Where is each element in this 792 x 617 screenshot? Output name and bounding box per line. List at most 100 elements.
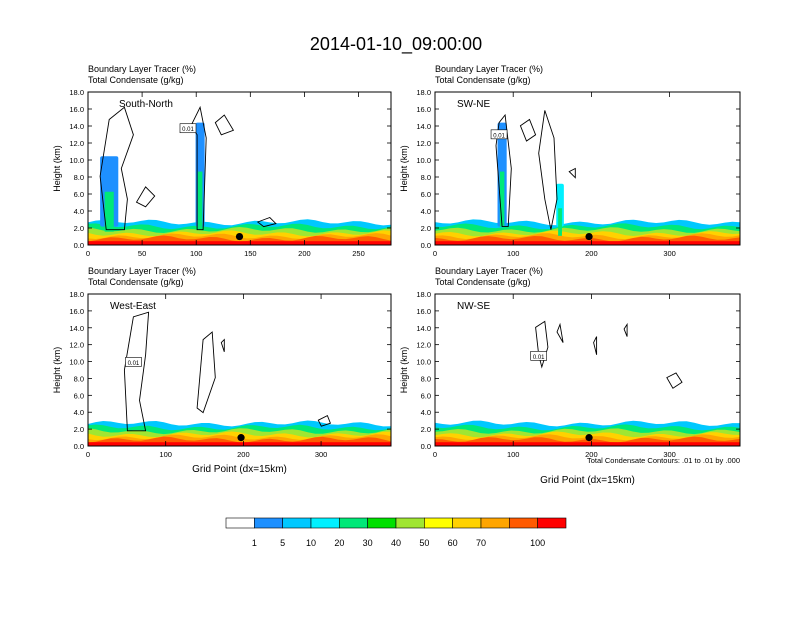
colorbar-label: 5 (280, 538, 285, 548)
y-tick-label: 2.0 (74, 224, 84, 233)
panel-frame (434, 293, 741, 447)
panel-header-tracer: Boundary Layer Tracer (%) (88, 266, 196, 276)
y-tick-label: 8.0 (74, 173, 84, 182)
panel-header-condensate: Total Condensate (g/kg) (435, 277, 531, 287)
y-tick-label: 12.0 (69, 139, 84, 148)
y-tick-label: 6.0 (421, 391, 431, 400)
contour-1 (196, 331, 216, 414)
x-tick-label: 100 (507, 450, 520, 459)
y-tick-label: 18.0 (69, 88, 84, 97)
y-tick-label: 6.0 (74, 391, 84, 400)
panel-frame (87, 91, 392, 246)
band-base (88, 442, 391, 446)
y-tick-label: 18.0 (416, 290, 431, 299)
contour-label: 0.01 (179, 123, 197, 134)
y-tick-label: 14.0 (416, 122, 431, 131)
y-tick-label: 12.0 (69, 341, 84, 350)
contour-1 (538, 110, 558, 230)
colorbar-label: 20 (334, 538, 344, 548)
boundary-layer-bands (435, 219, 740, 245)
y-tick-label: 12.0 (416, 341, 431, 350)
panel-frame (87, 293, 392, 447)
y-tick-label: 2.0 (421, 224, 431, 233)
boundary-layer-bands (88, 420, 391, 446)
y-tick-label: 0.0 (421, 442, 431, 451)
colorbar-segment (254, 517, 283, 529)
contour-label: 0.01 (530, 351, 548, 361)
contour-note: Total Condensate Contours: .01 to .01 by… (587, 456, 740, 465)
contour-0 (535, 320, 549, 369)
contour-label-text: 0.01 (182, 127, 194, 133)
contour-label-box (179, 123, 197, 134)
panel-header-condensate: Total Condensate (g/kg) (88, 277, 184, 287)
y-axis-label: Height (km) (52, 145, 62, 192)
panels: Boundary Layer Tracer (%)Total Condensat… (52, 64, 741, 486)
contour-2 (220, 338, 225, 352)
contour-3 (623, 322, 628, 337)
contour-2 (519, 118, 537, 142)
plume-core-1 (197, 171, 203, 227)
x-tick-label: 0 (433, 450, 437, 459)
x-tick-label: 250 (352, 249, 365, 258)
x-tick-label: 200 (298, 249, 311, 258)
y-axis: 0.0 2.0 4.0 6.0 8.0 10.0 12.0 14.0 16.0 18.0 Heigh… (52, 290, 391, 451)
location-marker (585, 232, 593, 241)
panel-frame (434, 91, 741, 246)
band-base (88, 241, 391, 245)
colorbar-segment (310, 517, 340, 529)
panel-name: South-North (119, 99, 173, 110)
panel-header-condensate: Total Condensate (g/kg) (88, 75, 184, 85)
x-tick-label: 50 (138, 249, 146, 258)
y-tick-label: 8.0 (421, 374, 431, 383)
y-tick-label: 0.0 (74, 241, 84, 250)
colorbar-segment (225, 517, 255, 529)
y-tick-label: 2.0 (74, 425, 84, 434)
panel-header-tracer: Boundary Layer Tracer (%) (88, 64, 196, 74)
panel-west-east: Boundary Layer Tracer (%)Total Condensat… (52, 266, 392, 475)
contour-3 (568, 167, 576, 179)
y-axis-label: Height (km) (52, 347, 62, 394)
x-tick-label: 100 (190, 249, 203, 258)
colorbar-segment (367, 517, 397, 529)
contour-0 (495, 113, 512, 228)
contour-1 (556, 322, 564, 343)
x-axis: 0 100 200 300 Grid Point (dx=15km) (86, 294, 327, 475)
x-axis: 0 100 200 300 Grid Point (dx=15km) (433, 294, 676, 486)
panel-name: West-East (110, 301, 156, 312)
contour-4 (666, 372, 683, 389)
colorbar-label: 70 (476, 538, 486, 548)
condensate-contours (535, 320, 683, 389)
y-tick-label: 14.0 (416, 324, 431, 333)
x-tick-label: 0 (433, 249, 437, 258)
plume-core-0 (104, 191, 114, 232)
y-tick-label: 16.0 (69, 307, 84, 316)
x-axis-label: Grid Point (dx=15km) (192, 464, 287, 475)
y-axis: 0.0 2.0 4.0 6.0 8.0 10.0 12.0 14.0 16.0 18.0 Heigh… (52, 88, 391, 250)
y-tick-label: 2.0 (421, 425, 431, 434)
contour-label-text: 0.01 (128, 361, 140, 367)
colorbar: 1 5 10 20 30 40 50 60 70 100 (225, 517, 567, 548)
y-tick-label: 10.0 (416, 358, 431, 367)
x-axis: 0 100 200 300 (433, 92, 676, 258)
colorbar-label: 10 (306, 538, 316, 548)
contour-0 (123, 311, 150, 432)
contour-label-box (125, 357, 142, 367)
y-tick-label: 10.0 (69, 358, 84, 367)
x-tick-label: 200 (585, 249, 598, 258)
contour-label-text: 0.01 (533, 355, 545, 361)
colorbar-segment (452, 517, 482, 529)
location-marker (237, 434, 245, 442)
y-axis: 0.0 2.0 4.0 6.0 8.0 10.0 12.0 14.0 16.0 18.0 Heigh… (399, 88, 740, 250)
y-tick-label: 10.0 (69, 156, 84, 165)
location-marker (235, 232, 244, 241)
y-tick-label: 18.0 (69, 290, 84, 299)
panel-header-condensate: Total Condensate (g/kg) (435, 75, 531, 85)
y-tick-label: 4.0 (421, 207, 431, 216)
y-tick-label: 0.0 (421, 241, 431, 250)
colorbar-segment (339, 517, 368, 529)
contour-4 (256, 216, 277, 228)
panel-header-tracer: Boundary Layer Tracer (%) (435, 266, 543, 276)
contour-1 (135, 186, 156, 208)
y-tick-label: 4.0 (74, 408, 84, 417)
x-axis-label: Grid Point (dx=15km) (540, 475, 635, 486)
